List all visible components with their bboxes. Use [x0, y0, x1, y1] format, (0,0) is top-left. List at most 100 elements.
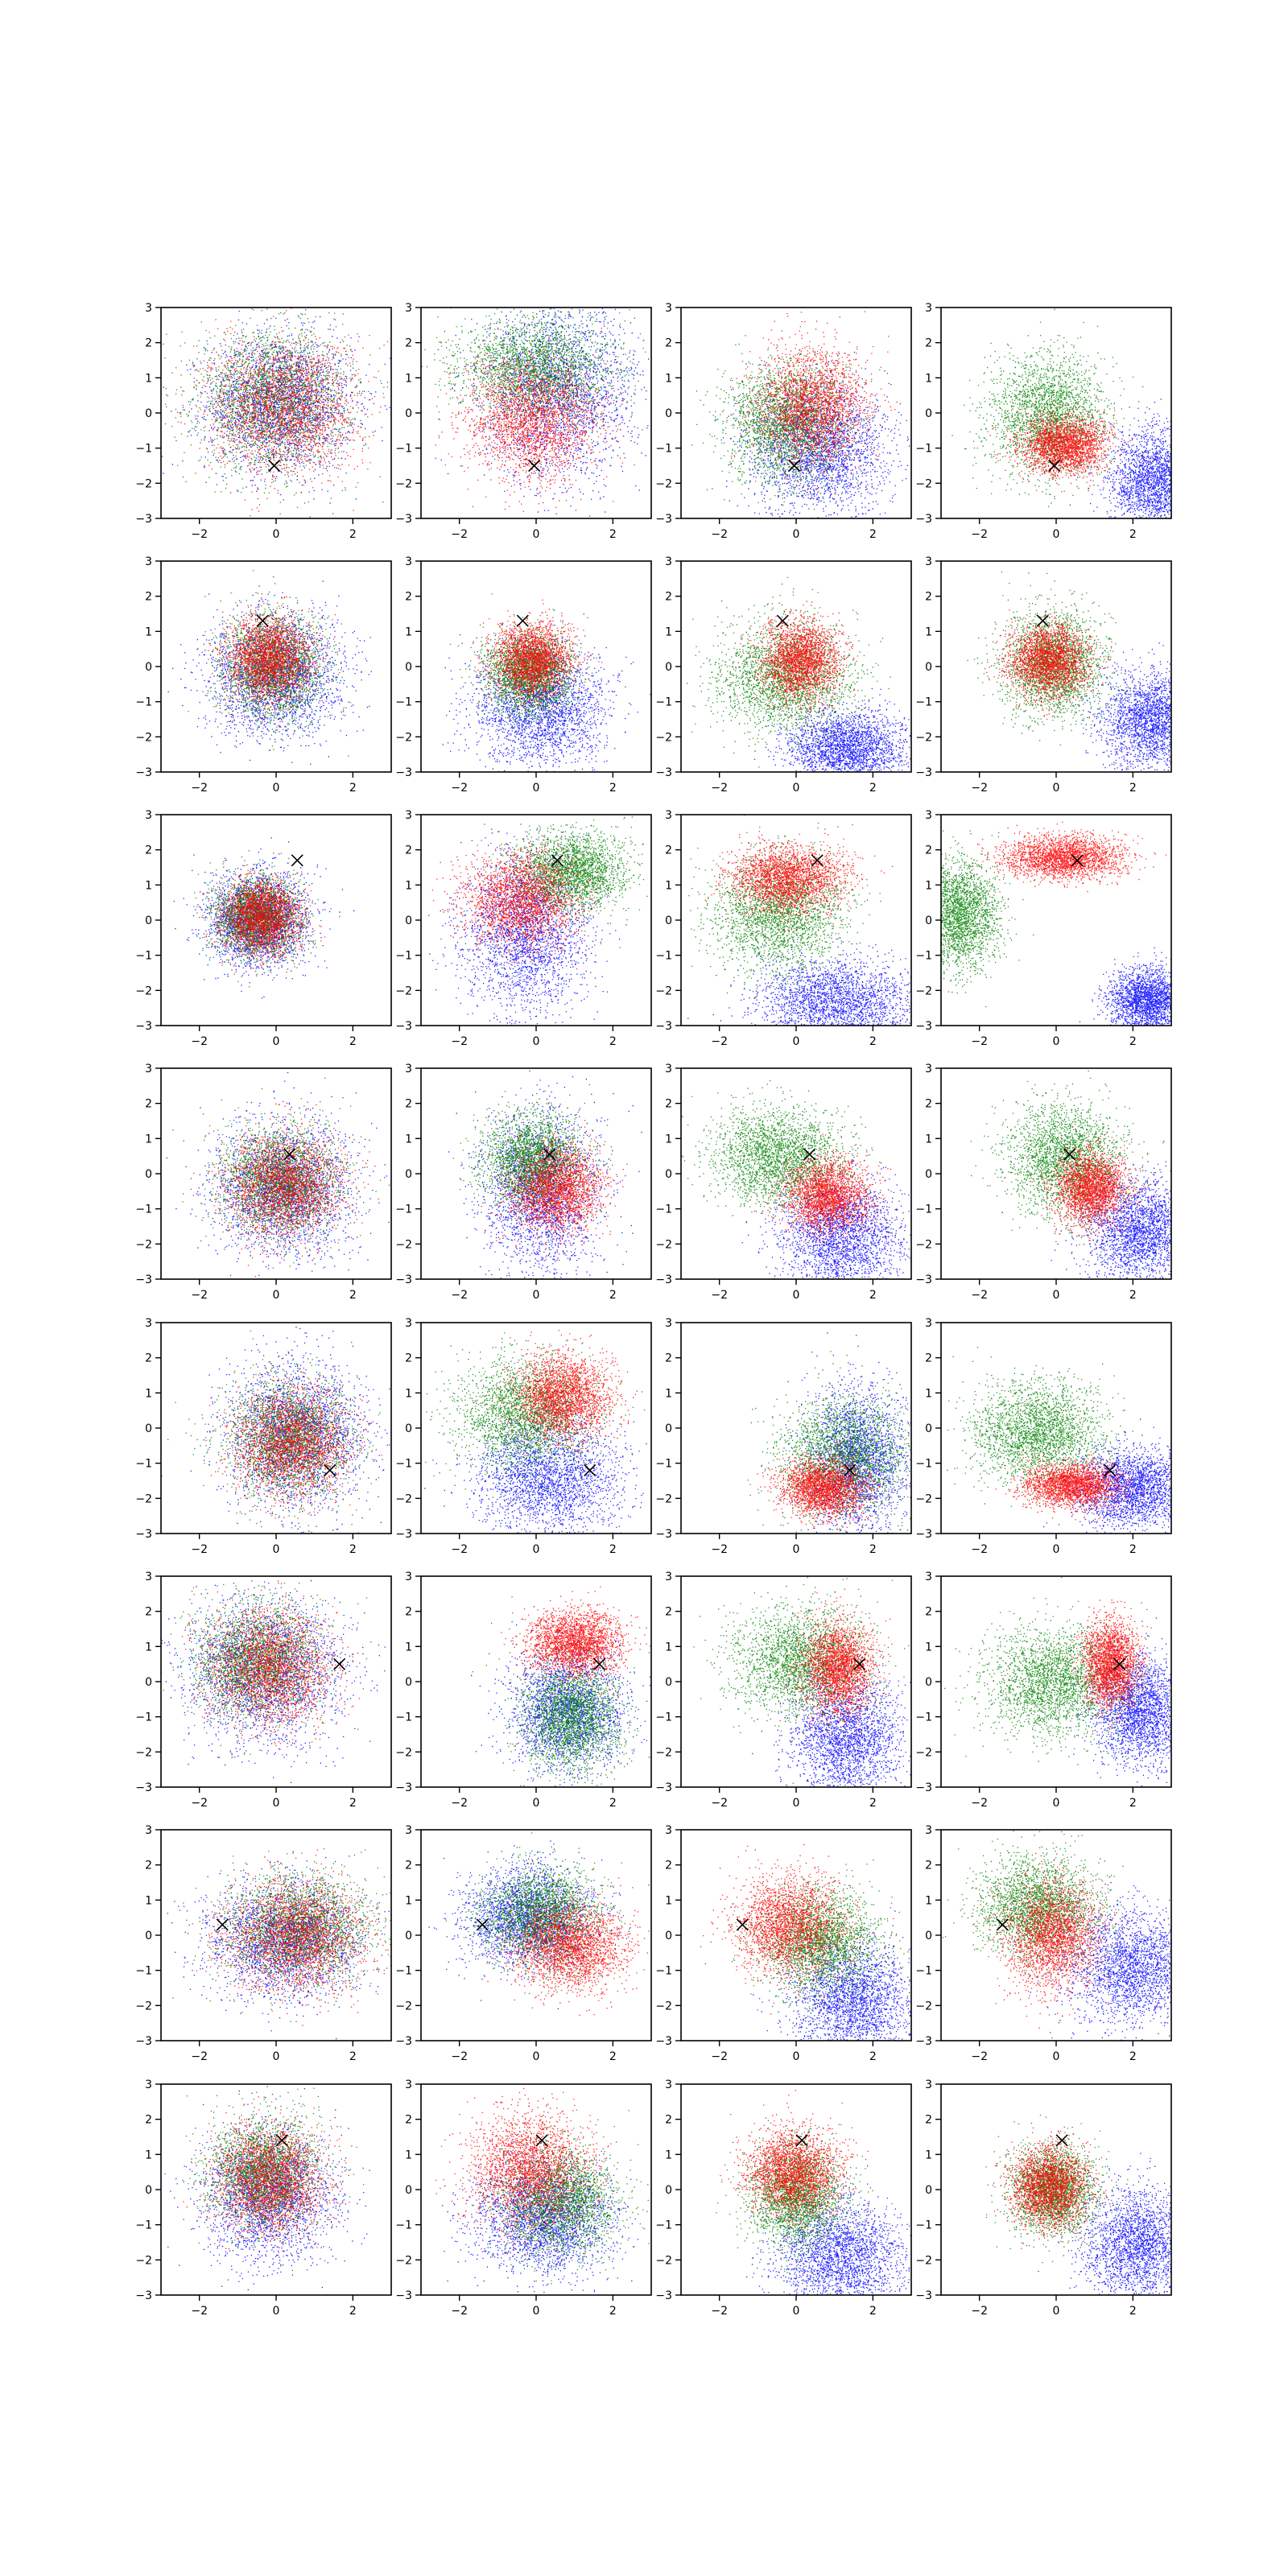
y-tick-label: 3 — [405, 1571, 412, 1583]
y-tick-label: 3 — [665, 1317, 672, 1330]
series-red — [700, 1844, 894, 2015]
y-tick-label: 2 — [665, 591, 672, 604]
y-tick-label: −3 — [135, 766, 152, 779]
y-tick-label: −3 — [915, 513, 932, 526]
y-tick-label: 1 — [925, 372, 932, 385]
series-red — [975, 1853, 1131, 2038]
y-tick-label: −1 — [395, 1203, 412, 1216]
plot-area — [944, 1577, 1174, 1786]
x-tick-label: −2 — [191, 528, 208, 541]
plot-area — [167, 1848, 394, 2039]
series-green — [470, 816, 648, 941]
y-tick-label: −3 — [915, 2035, 932, 2048]
y-tick-label: −1 — [915, 443, 932, 456]
y-tick-label: 2 — [405, 1860, 412, 1872]
y-tick-label: 2 — [665, 844, 672, 857]
plot-area — [952, 309, 1174, 521]
y-tick-label: −2 — [915, 1492, 932, 1505]
series-green — [940, 1347, 1152, 1507]
x-tick-label: 0 — [533, 2305, 540, 2318]
x-tick-label: 0 — [273, 1543, 280, 1556]
y-tick-label: −1 — [395, 950, 412, 963]
x-tick-label: −2 — [711, 528, 728, 541]
plot-area — [168, 570, 372, 765]
series-blue — [167, 1852, 390, 2039]
x-tick-label: −2 — [191, 1035, 208, 1048]
y-tick-label: 0 — [405, 2184, 412, 2197]
axes-frame — [161, 1576, 391, 1787]
data-points-red — [419, 319, 642, 512]
series-green — [944, 1577, 1169, 1765]
y-tick-label: −2 — [395, 2254, 412, 2267]
x-tick-label: 0 — [273, 1035, 280, 1048]
plot-area — [167, 1072, 390, 1278]
series-red — [165, 307, 393, 516]
y-tick-label: 0 — [405, 1930, 412, 1942]
data-points-blue — [167, 1852, 390, 2039]
y-tick-label: 1 — [145, 1894, 152, 1907]
series-red — [995, 1449, 1146, 1522]
x-tick-label: −2 — [971, 1035, 988, 1048]
x-tick-label: 0 — [793, 1797, 800, 1810]
y-tick-label: 3 — [665, 809, 672, 822]
y-tick-label: 3 — [925, 1571, 932, 1583]
y-tick-label: 3 — [405, 1317, 412, 1330]
y-tick-label: −3 — [655, 1020, 672, 1033]
y-tick-label: 0 — [925, 1676, 932, 1689]
y-tick-label: −1 — [655, 696, 672, 709]
y-tick-label: 0 — [145, 1676, 152, 1689]
x-tick-label: −2 — [711, 2305, 728, 2318]
y-tick-label: 3 — [145, 555, 152, 568]
y-tick-label: 1 — [665, 625, 672, 638]
data-points-red — [946, 822, 1166, 892]
y-tick-label: 1 — [145, 1641, 152, 1653]
y-tick-label: −2 — [135, 731, 152, 744]
x-marker — [1056, 2135, 1067, 2146]
y-tick-label: 1 — [925, 1133, 932, 1146]
plot-area — [940, 1347, 1174, 1536]
y-tick-label: 2 — [405, 2114, 412, 2127]
y-tick-label: 2 — [145, 1606, 152, 1619]
y-tick-label: 2 — [145, 1860, 152, 1872]
y-tick-label: 2 — [665, 1098, 672, 1111]
y-tick-label: 3 — [145, 809, 152, 822]
y-tick-label: −2 — [915, 731, 932, 744]
plot-area — [694, 1577, 914, 1790]
y-tick-label: −3 — [395, 2035, 412, 2048]
y-tick-label: 2 — [925, 337, 932, 350]
y-tick-label: −1 — [915, 950, 932, 963]
data-points-green — [172, 1078, 376, 1269]
y-tick-label: −1 — [135, 696, 152, 709]
y-tick-label: 2 — [925, 1606, 932, 1619]
x-tick-label: 2 — [869, 2050, 877, 2063]
y-tick-label: −3 — [655, 1274, 672, 1286]
y-tick-label: −2 — [655, 1238, 672, 1251]
data-points-green — [175, 1331, 380, 1529]
x-tick-label: −2 — [971, 1543, 988, 1556]
y-tick-label: −2 — [135, 1492, 152, 1505]
y-tick-label: −1 — [915, 1458, 932, 1471]
series-red — [946, 822, 1166, 892]
y-tick-label: 3 — [925, 2079, 932, 2091]
y-tick-label: −1 — [135, 1711, 152, 1724]
y-tick-label: −1 — [395, 1458, 412, 1471]
data-points-red — [167, 1342, 382, 1533]
x-tick-label: 0 — [1053, 1543, 1060, 1556]
plot-area — [687, 577, 913, 775]
x-tick-label: 0 — [793, 2305, 800, 2318]
x-marker — [777, 615, 788, 626]
y-tick-label: −1 — [135, 1965, 152, 1978]
y-tick-label: −3 — [135, 513, 152, 526]
y-tick-label: −1 — [655, 1458, 672, 1471]
x-tick-label: 2 — [609, 2050, 617, 2063]
x-tick-label: 0 — [533, 2050, 540, 2063]
y-tick-label: 3 — [665, 555, 672, 568]
series-blue — [687, 932, 914, 1028]
y-tick-label: −3 — [395, 1020, 412, 1033]
y-tick-label: −2 — [655, 731, 672, 744]
y-tick-label: −2 — [655, 1746, 672, 1759]
x-tick-label: −2 — [451, 528, 468, 541]
